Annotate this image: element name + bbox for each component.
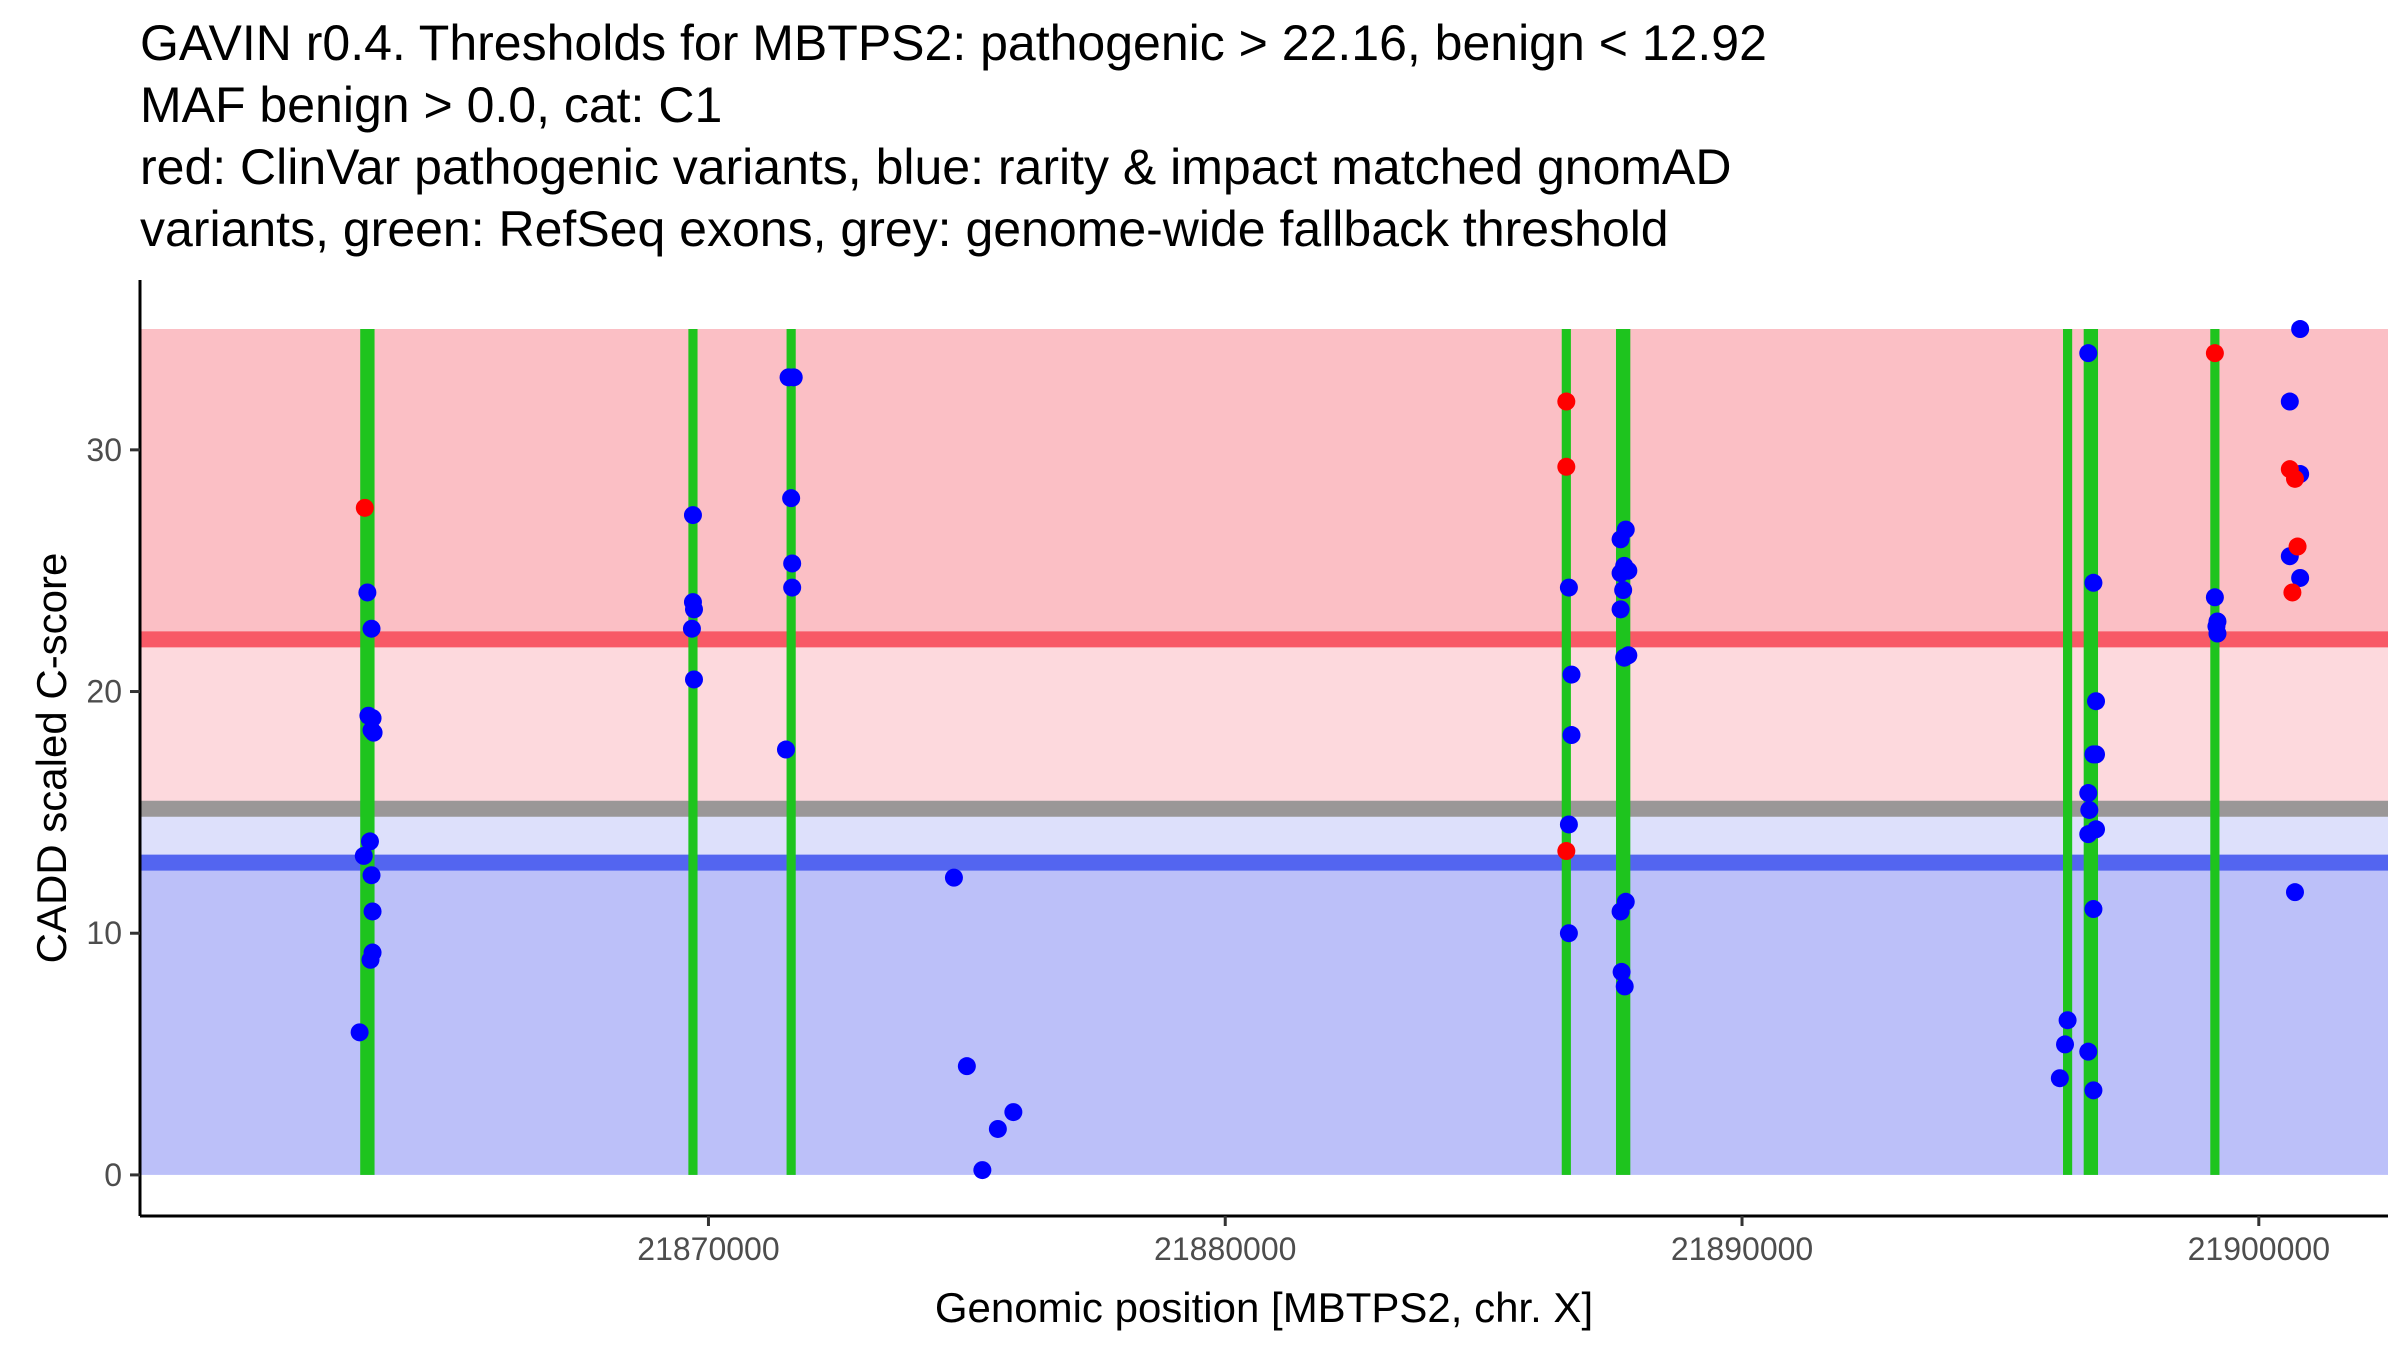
y-axis-ticks: 0 10 20 30 <box>86 432 140 1193</box>
exon-2 <box>688 329 698 1175</box>
pathogenic-variant-point <box>2205 344 2224 363</box>
benign-variant-point <box>2087 745 2106 764</box>
benign-variant-point <box>988 1119 1007 1138</box>
benign-variant-point <box>957 1057 976 1076</box>
x-tick-label: 21880000 <box>1154 1231 1296 1267</box>
benign-variant-point <box>776 740 795 759</box>
benign-variant-point <box>973 1161 992 1180</box>
benign-variant-point <box>354 846 373 865</box>
title-line-1: GAVIN r0.4. Thresholds for MBTPS2: patho… <box>140 15 1767 71</box>
pathogenic-variant-point <box>2283 583 2302 602</box>
benign-variant-point <box>361 950 380 969</box>
variant-points <box>350 320 2310 1180</box>
exon-8 <box>2210 329 2220 1175</box>
pathogenic-variant-point <box>1557 392 1576 411</box>
exon-6 <box>2063 329 2073 1175</box>
x-tick-label: 21890000 <box>1671 1231 1813 1267</box>
pathogenic-variant-point <box>2288 537 2307 556</box>
y-tick-label: 10 <box>86 915 122 951</box>
threshold-lines <box>140 631 2388 871</box>
title-line-4: variants, green: RefSeq exons, grey: gen… <box>140 201 1669 257</box>
benign-variant-point <box>1559 578 1578 597</box>
benign-variant-point <box>682 619 701 638</box>
exon-5 <box>1615 329 1631 1175</box>
y-tick-label: 0 <box>104 1157 122 1193</box>
benign-variant-point <box>2079 784 2098 803</box>
benign-zone <box>140 862 2388 1175</box>
benign-variant-point <box>1615 977 1634 996</box>
benign-variant-point <box>1562 726 1581 745</box>
benign-variant-point <box>1619 646 1638 665</box>
benign-variant-point <box>2285 883 2304 902</box>
benign-variant-point <box>363 902 382 921</box>
benign-variant-point <box>350 1023 369 1042</box>
benign-variant-point <box>2056 1035 2075 1054</box>
axes: 21870000 21880000 21890000 21900000 0 10 20 30 <box>86 280 2388 1267</box>
benign-variant-point <box>364 723 383 742</box>
benign-variant-point <box>1619 561 1638 580</box>
benign-variant-point <box>2079 344 2098 363</box>
benign-variant-point <box>2084 573 2103 592</box>
benign-variant-point <box>1559 924 1578 943</box>
title-line-3: red: ClinVar pathogenic variants, blue: … <box>140 139 1732 195</box>
benign-variant-point <box>2084 900 2103 919</box>
x-tick-label: 21900000 <box>2188 1231 2330 1267</box>
benign-variant-point <box>2205 588 2224 607</box>
benign-variant-point <box>2050 1069 2069 1088</box>
benign-variant-point <box>684 600 703 619</box>
benign-variant-point <box>1004 1103 1023 1122</box>
pathogenic-variant-point <box>1557 457 1576 476</box>
benign-variant-point <box>1562 665 1581 684</box>
benign-variant-point <box>782 489 801 508</box>
benign-variant-point <box>783 578 802 597</box>
benign-variant-point <box>1616 892 1635 911</box>
benign-variant-point <box>362 866 381 885</box>
benign-variant-point <box>1559 815 1578 834</box>
benign-variant-point <box>2058 1011 2077 1030</box>
benign-variant-point <box>360 832 379 851</box>
x-axis-title: Genomic position [MBTPS2, chr. X] <box>935 1284 1593 1331</box>
exon-1 <box>360 329 375 1175</box>
y-tick-label: 20 <box>86 674 122 710</box>
benign-variant-point <box>784 368 803 387</box>
y-axis-title: CADD scaled C-score <box>28 553 75 964</box>
x-tick-label: 21870000 <box>637 1231 779 1267</box>
x-axis-ticks: 21870000 21880000 21890000 21900000 <box>637 1216 2330 1267</box>
benign-variant-point <box>1616 520 1635 539</box>
benign-variant-point <box>683 506 702 525</box>
title-line-2: MAF benign > 0.0, cat: C1 <box>140 77 723 133</box>
benign-intermediate-zone <box>140 808 2388 863</box>
threshold-zones <box>140 329 2388 1175</box>
benign-variant-point <box>358 583 377 602</box>
pathogenic-variant-point <box>2285 469 2304 488</box>
benign-variant-point <box>2084 1081 2103 1100</box>
benign-variant-point <box>2280 392 2299 411</box>
benign-variant-point <box>2087 692 2106 711</box>
pathogenic-variant-point <box>1557 842 1576 861</box>
pathogenic-intermediate-zone <box>140 639 2388 809</box>
benign-variant-point <box>1612 962 1631 981</box>
chart-title: GAVIN r0.4. Thresholds for MBTPS2: patho… <box>140 12 1767 260</box>
exon-4 <box>1561 329 1571 1175</box>
benign-variant-point <box>684 670 703 689</box>
benign-variant-point <box>1614 581 1633 600</box>
y-tick-label: 30 <box>86 432 122 468</box>
pathogenic-variant-point <box>355 498 374 517</box>
benign-variant-point <box>362 619 381 638</box>
benign-variant-point <box>2291 568 2310 587</box>
benign-variant-point <box>2079 1042 2098 1061</box>
pathogenic-zone <box>140 329 2388 640</box>
benign-variant-point <box>1611 600 1630 619</box>
benign-variant-point <box>2208 624 2227 643</box>
benign-variant-point <box>2087 820 2106 839</box>
benign-variant-point <box>2291 320 2310 339</box>
benign-variant-point <box>2080 800 2099 819</box>
benign-variant-point <box>783 554 802 573</box>
benign-variant-point <box>944 868 963 887</box>
